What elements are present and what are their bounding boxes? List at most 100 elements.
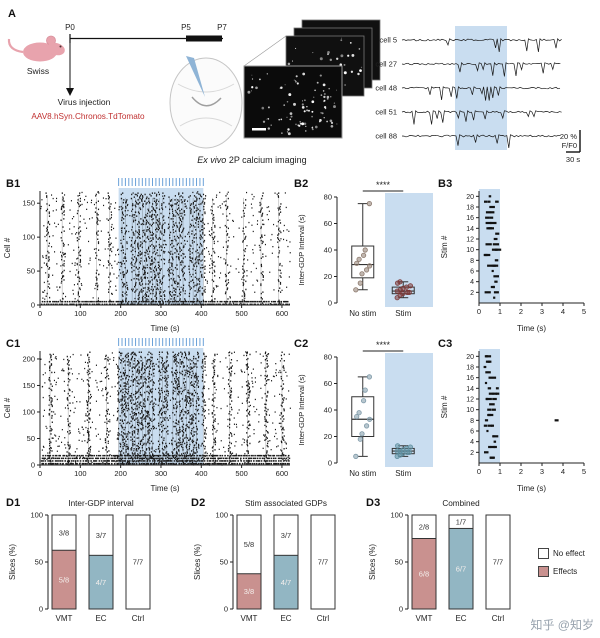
x-tick-label: 5 bbox=[582, 467, 586, 476]
watermark: 知乎 @知岁 bbox=[530, 618, 594, 632]
y-axis-title: Slices (%) bbox=[8, 544, 17, 580]
brain-schematic bbox=[169, 56, 243, 149]
y-tick-label: 6 bbox=[470, 269, 474, 276]
x-tick-label: 400 bbox=[195, 309, 208, 318]
scalebar-unit: F/F0 bbox=[562, 141, 577, 150]
calcium-trace bbox=[401, 62, 561, 77]
y-axis-title: Slices (%) bbox=[368, 544, 377, 580]
x-tick-label: 3 bbox=[540, 307, 544, 316]
y-axis-title: Stim # bbox=[440, 395, 449, 418]
y-tick-label: 18 bbox=[466, 205, 474, 212]
y-tick-label: 100 bbox=[22, 233, 35, 242]
y-tick-label: 20 bbox=[466, 194, 474, 201]
raster-dots bbox=[40, 191, 291, 307]
panel-label-d3: D3 bbox=[366, 497, 381, 509]
timeline-p7: P7 bbox=[217, 23, 227, 32]
y-tick-label: 60 bbox=[324, 379, 332, 388]
stim-tick-marks bbox=[118, 178, 204, 186]
legend: No effect Effects bbox=[538, 548, 585, 584]
scalebar-amplitude: 20 % bbox=[560, 132, 577, 141]
p5-p7-bar bbox=[186, 35, 222, 42]
x-axis-title: Time (s) bbox=[517, 484, 546, 493]
x-tick-label: 2 bbox=[519, 467, 523, 476]
y-tick-label: 4 bbox=[470, 279, 474, 286]
trace-scalebar: 20 %F/F0 30 s bbox=[560, 130, 581, 164]
trace-label: cell 51 bbox=[375, 108, 397, 117]
boxplot-b2: No stim Stim **** 0 20 40 60 80 Inter-GDP Interv… bbox=[297, 180, 433, 318]
calcium-trace bbox=[401, 134, 561, 148]
y-tick-label: 50 bbox=[395, 558, 403, 567]
trace-label: cell 88 bbox=[375, 132, 397, 141]
category-label: EC bbox=[280, 614, 291, 623]
y-tick-label: 6 bbox=[470, 429, 474, 436]
mouse-eye bbox=[59, 45, 62, 48]
x-tick-label: 0 bbox=[477, 307, 481, 316]
effect-count: 4/7 bbox=[96, 578, 106, 587]
x-tick-label: 300 bbox=[155, 469, 168, 478]
y-tick-label: 10 bbox=[466, 407, 474, 414]
y-tick-label: 20 bbox=[324, 432, 332, 441]
y-tick-label: 50 bbox=[35, 558, 43, 567]
pipette bbox=[186, 56, 205, 97]
x-tick-label: 300 bbox=[155, 309, 168, 318]
x-tick-label: 5 bbox=[582, 307, 586, 316]
timeline-p5: P5 bbox=[181, 23, 191, 32]
y-tick-label: 100 bbox=[390, 511, 403, 520]
bar-vmt: 5/8 3/8 VMT bbox=[236, 514, 262, 623]
y-tick-label: 0 bbox=[31, 461, 35, 470]
y-tick-label: 20 bbox=[324, 272, 332, 281]
mouse-strain-label: Swiss bbox=[27, 66, 49, 76]
raster-plot-c1: 0 50 100 150 200 0 100 200 300 400 500 600 Time (s) C… bbox=[3, 338, 291, 493]
stim-event-marks bbox=[483, 195, 502, 299]
panel-label-c2: C2 bbox=[294, 338, 309, 350]
panel-label-d1: D1 bbox=[6, 497, 21, 509]
y-tick-label: 0 bbox=[328, 299, 332, 308]
category-label: Stim bbox=[395, 309, 411, 318]
effect-count: 5/8 bbox=[59, 575, 69, 584]
box-group-stim bbox=[391, 279, 415, 301]
category-label: VMT bbox=[416, 614, 433, 623]
x-tick-label: 2 bbox=[519, 307, 523, 316]
y-tick-label: 8 bbox=[470, 258, 474, 265]
stacked-bar-d2: Stim associated GDPs 5/8 3/8 VMT 3/7 4/7 EC 7/7… bbox=[193, 499, 336, 623]
x-axis-title: Time (s) bbox=[517, 324, 546, 333]
panel-label-a: A bbox=[8, 8, 17, 20]
x-tick-label: 0 bbox=[38, 309, 42, 318]
y-tick-label: 150 bbox=[22, 381, 35, 390]
x-tick-label: 4 bbox=[561, 307, 565, 316]
y-tick-label: 2 bbox=[470, 290, 474, 297]
microscopy-image-zoom bbox=[243, 35, 343, 139]
y-tick-label: 0 bbox=[39, 605, 43, 614]
sig-stars: **** bbox=[376, 180, 391, 190]
bar-vmt: 2/8 6/8 VMT bbox=[411, 514, 437, 623]
stim-event-marks bbox=[483, 355, 559, 459]
stacked-bar-d3: Combined 2/8 6/8 VMT 1/7 6/7 EC 7/7 Ctrl 0 50 100 Sl… bbox=[368, 499, 511, 623]
y-tick-label: 100 bbox=[30, 511, 43, 520]
effect-count: 6/8 bbox=[419, 569, 429, 578]
mouse-illustration bbox=[7, 35, 65, 62]
effects-swatch bbox=[538, 566, 549, 577]
y-tick-label: 14 bbox=[466, 226, 474, 233]
y-tick-label: 50 bbox=[220, 558, 228, 567]
x-tick-label: 600 bbox=[276, 309, 289, 318]
chart-title: Combined bbox=[442, 499, 480, 508]
y-axis-title: Inter-GDP Interval (s) bbox=[297, 374, 306, 446]
y-tick-label: 100 bbox=[215, 511, 228, 520]
no-effect-swatch bbox=[538, 548, 549, 559]
calcium-trace bbox=[401, 38, 562, 53]
category-label: VMT bbox=[241, 614, 258, 623]
no-effect-count: 5/8 bbox=[244, 540, 254, 549]
category-label: No stim bbox=[349, 309, 376, 318]
y-axis-title: Inter-GDP Interval (s) bbox=[297, 214, 306, 286]
no-effect-count: 7/7 bbox=[318, 558, 328, 567]
x-axis-title: Time (s) bbox=[150, 484, 179, 493]
category-label: Ctrl bbox=[132, 614, 145, 623]
y-tick-label: 200 bbox=[22, 354, 35, 363]
calcium-trace bbox=[401, 110, 562, 125]
effect-count: 3/8 bbox=[244, 587, 254, 596]
raster-plot-b1: 0 50 100 150 0 100 200 300 400 500 600 Time (s) Cell… bbox=[3, 178, 291, 333]
x-tick-label: 100 bbox=[74, 309, 87, 318]
trace-label: cell 27 bbox=[375, 60, 397, 69]
